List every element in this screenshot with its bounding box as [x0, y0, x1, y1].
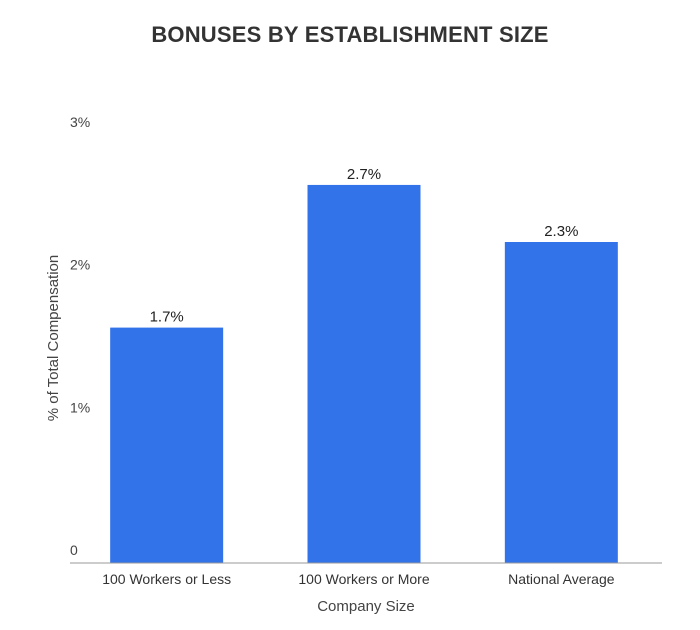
x-tick-label: 100 Workers or More — [298, 571, 429, 587]
bar-value-label: 1.7% — [150, 309, 184, 326]
chart-title: BONUSES BY ESTABLISHMENT SIZE — [151, 22, 549, 47]
x-tick-label: National Average — [508, 571, 615, 587]
y-tick-label: 1% — [70, 399, 90, 415]
y-tick-label: 3% — [70, 114, 90, 130]
bar — [110, 327, 224, 563]
bar — [307, 184, 421, 563]
bar-value-label: 2.3% — [544, 223, 578, 240]
x-tick-label: 100 Workers or Less — [102, 571, 231, 587]
bar — [504, 242, 618, 563]
bar-value-label: 2.7% — [347, 166, 381, 183]
y-axis-title: % of Total Compensation — [45, 255, 62, 422]
x-axis-title: Company Size — [317, 598, 415, 615]
y-tick-label: 2% — [70, 257, 90, 273]
y-tick-label: 0 — [70, 542, 78, 558]
